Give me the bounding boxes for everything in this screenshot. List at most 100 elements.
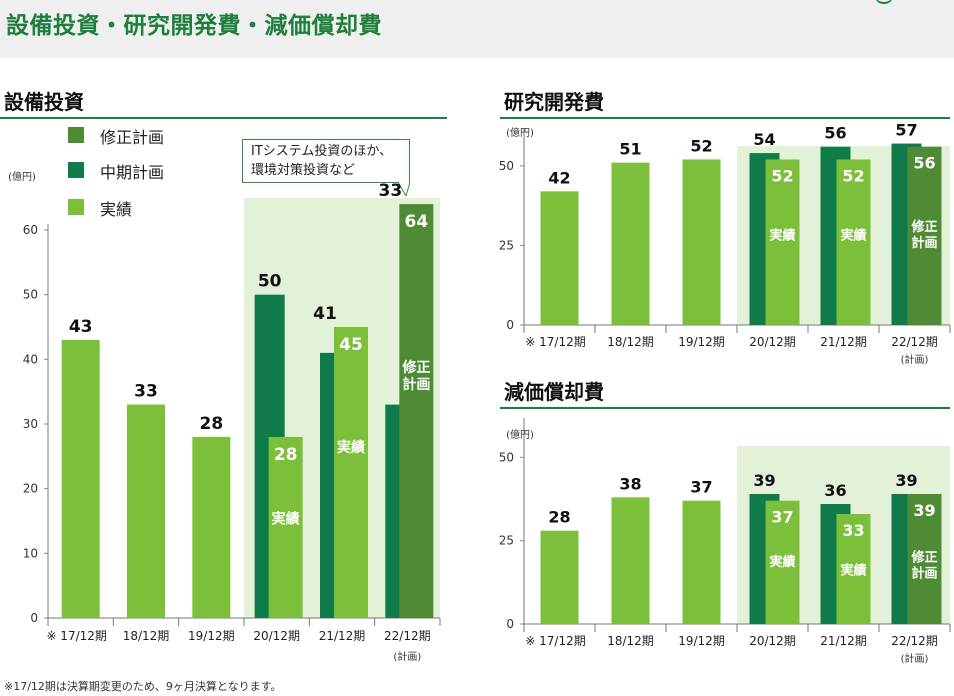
bar-actual-inner-label: 実績 (840, 563, 866, 579)
capex-title-rule (0, 117, 447, 119)
bar-actual-inner-label: 実績 (840, 227, 866, 243)
bar-actual-value: 38 (619, 474, 641, 493)
legend-swatch (68, 199, 84, 215)
bar-actual-value: 52 (842, 166, 864, 185)
bar-mid-plan-value: 41 (313, 304, 337, 324)
y-tick-label: 60 (23, 223, 38, 237)
bar-revised-plan-inner-label: 修正計画 (910, 219, 937, 251)
bar-revised-plan-inner-label-line: 計画 (911, 235, 937, 251)
bar-actual-value: 51 (619, 140, 641, 159)
bar-revised-plan-inner-label-line: 修正 (910, 550, 937, 566)
x-category-label: 21/12期 (319, 629, 366, 643)
y-tick-label: 0 (30, 611, 38, 625)
bar-actual-value: 52 (771, 166, 793, 185)
bar-mid-plan-value: 50 (258, 272, 282, 292)
rnd-section-title: 研究開発費 (504, 90, 604, 114)
bar-actual (268, 436, 303, 618)
bar-revised-plan-inner-label-line: 計画 (402, 376, 430, 393)
bar-actual (611, 162, 650, 325)
x-category-label: 21/12期 (820, 634, 867, 648)
axis-unit-label: (億円) (8, 170, 36, 183)
x-category-label: 19/12期 (678, 634, 725, 648)
bar-actual-inner-label: 実績 (769, 227, 795, 243)
depr-title-rule (500, 407, 950, 409)
bar-revised-plan-inner-label-line: 修正 (401, 359, 430, 376)
bar-revised-plan-value: 56 (913, 154, 935, 173)
y-tick-label: 10 (23, 546, 38, 560)
x-category-label: 18/12期 (123, 629, 170, 643)
legend-swatch (68, 127, 84, 143)
depr-chart-svg: (億円) 0 25 50 28 38 37 39 37 実績 36 33 実績 39 39 修正計画 ※ 17/… (499, 418, 951, 665)
depr-chart: (億円) 0 25 50 28 38 37 39 37 実績 36 33 実績 39 39 修正計画 ※ 17/… (499, 410, 954, 670)
bar-revised-plan-inner-label: 修正計画 (401, 359, 430, 393)
x-category-label: 18/12期 (607, 634, 654, 648)
x-category-label: 19/12期 (678, 335, 725, 349)
capex-callout: ITシステム投資のほか、 環境対策投資など (242, 139, 410, 183)
y-tick-label: 50 (499, 450, 514, 464)
bar-actual (127, 404, 165, 618)
bar-revised-plan (907, 146, 942, 325)
y-tick-label: 50 (499, 159, 514, 173)
y-tick-label: 25 (499, 238, 514, 252)
bar-actual-value: 45 (339, 335, 363, 355)
bar-actual (765, 500, 800, 624)
y-tick-label: 40 (23, 352, 38, 366)
bar-mid-plan-value: 56 (824, 124, 846, 143)
x-category-label: 21/12期 (820, 335, 867, 349)
bar-revised-plan-value: 64 (404, 212, 428, 232)
bar-revised-plan-value: 39 (913, 501, 935, 520)
bar-actual (61, 339, 100, 618)
callout-tail (398, 182, 410, 196)
x-category-label: 22/12期 (384, 629, 431, 643)
bar-actual-value: 42 (548, 168, 570, 187)
brand-swoosh-icon (874, 0, 894, 4)
capex-chart-svg: (億円)01020304050604333285028実績4145実績3364修… (8, 170, 441, 663)
depr-section-title: 減価償却費 (504, 380, 604, 404)
capex-section-title: 設備投資 (4, 90, 84, 114)
x-category-label: 22/12期 (891, 335, 938, 349)
bar-actual (192, 436, 231, 618)
axis-unit-label: (億円) (506, 428, 534, 441)
x-category-label: ※ 17/12期 (525, 335, 585, 349)
page-title: 設備投資・研究開発費・減価償却費 (6, 13, 382, 39)
bar-actual (611, 497, 650, 624)
bar-revised-plan-inner-label-line: 修正 (910, 219, 937, 235)
callout-line-1: ITシステム投資のほか、 (251, 144, 393, 159)
x-category-label: ※ 17/12期 (525, 634, 585, 648)
bar-mid-plan-value: 39 (753, 471, 775, 490)
footnote: ※17/12期は決算期変更のため、9ヶ月決算となります。 (4, 680, 282, 693)
axis-unit-label: (億円) (506, 126, 534, 139)
callout-line-2: 環境対策投資など (251, 163, 356, 178)
bar-actual-inner-label: 実績 (272, 510, 300, 527)
bar-actual-value: 43 (69, 317, 93, 337)
bar-mid-plan-value: 33 (378, 181, 402, 201)
capex-chart: (億円) 0 10 20 30 40 50 60 43 33 28 50 28 実績 41 45 実績 33 64 修… (0, 120, 450, 670)
y-tick-label: 0 (506, 617, 514, 631)
y-tick-label: 50 (23, 288, 38, 302)
x-category-note: (計画) (901, 652, 929, 665)
bar-revised-plan-inner-label-line: 計画 (911, 566, 937, 582)
bar-revised-plan-inner-label: 修正計画 (910, 550, 937, 582)
bar-actual-value: 33 (134, 382, 158, 402)
y-tick-label: 30 (23, 417, 38, 431)
bar-actual (540, 530, 579, 624)
x-category-label: 19/12期 (188, 629, 235, 643)
x-category-label: 22/12期 (891, 634, 938, 648)
bar-actual-value: 28 (274, 445, 298, 465)
x-category-label: 20/12期 (749, 335, 796, 349)
bar-actual (682, 159, 721, 325)
bar-actual (765, 159, 800, 325)
bar-actual-value: 37 (771, 508, 793, 527)
bar-actual (540, 191, 579, 325)
x-category-note: (計画) (393, 650, 421, 663)
bar-actual-value: 33 (842, 521, 864, 540)
bar-mid-plan-value: 57 (895, 121, 917, 140)
bar-mid-plan-value: 36 (824, 481, 846, 500)
bar-actual-value: 28 (199, 414, 223, 434)
legend-label: 中期計画 (100, 163, 165, 182)
page-header: 設備投資・研究開発費・減価償却費 (0, 0, 954, 58)
bar-actual-value: 52 (690, 136, 712, 155)
bar-actual-value: 37 (690, 478, 712, 497)
bar-mid-plan-value: 54 (753, 130, 775, 149)
rnd-title-rule (500, 117, 950, 119)
